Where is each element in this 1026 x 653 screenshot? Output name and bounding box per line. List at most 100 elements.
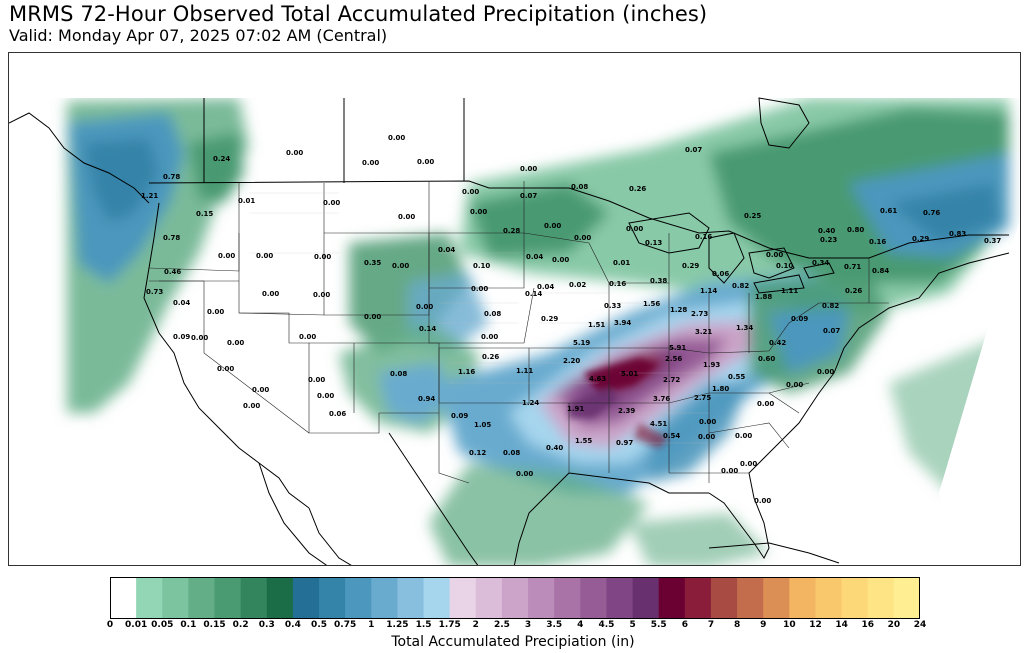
- precip-value: 0.46: [164, 268, 181, 276]
- precip-value: 0.08: [484, 310, 501, 318]
- colorbar-tick-label: 0.5: [311, 620, 328, 630]
- colorbar-swatch: [292, 577, 320, 619]
- precip-value: 3.21: [695, 328, 712, 336]
- precip-value: 0.00: [252, 386, 269, 394]
- precip-value: 1.93: [703, 361, 720, 369]
- precip-value: 0.42: [769, 339, 786, 347]
- colorbar-swatch: [684, 577, 712, 619]
- precip-value: 0.00: [217, 365, 234, 373]
- precip-value: 0.29: [682, 262, 699, 270]
- precip-value: 0.84: [872, 267, 889, 275]
- precip-value: 0.71: [844, 263, 861, 271]
- colorbar-swatch: [763, 577, 790, 619]
- precip-value: 0.00: [286, 149, 303, 157]
- precip-value: 0.02: [569, 281, 586, 289]
- precip-value: 0.40: [546, 444, 563, 452]
- precip-value: 0.00: [398, 213, 415, 221]
- precip-value: 0.55: [728, 373, 745, 381]
- precip-value: 0.04: [526, 253, 543, 261]
- precip-value: 0.00: [417, 158, 434, 166]
- precip-value: 0.13: [645, 239, 662, 247]
- colorbar-tick-label: 1.25: [386, 620, 409, 630]
- precip-value: 1.24: [522, 399, 539, 407]
- colorbar-tick-label: 1.75: [438, 620, 461, 630]
- precipitation-shading: [67, 98, 1009, 565]
- precip-value: 0.00: [392, 262, 409, 270]
- precip-value: 2.75: [694, 394, 711, 402]
- precip-value: 1.05: [474, 421, 491, 429]
- colorbar-tick-label: 20: [887, 620, 901, 630]
- precip-value: 0.06: [712, 270, 729, 278]
- colorbar-tick-label: 0.4: [284, 620, 301, 630]
- precipitation-map: 0.00 0.00 0.00 0.00 0.07 0.24 0.00 0.78 0.08 0.26…: [8, 52, 1021, 566]
- colorbar-tick-label: 0.01: [125, 620, 148, 630]
- precip-value: 1.21: [141, 192, 158, 200]
- colorbar-tick-label: 0.3: [258, 620, 275, 630]
- precip-value: 0.78: [163, 234, 180, 242]
- colorbar-tick-label: 2.5: [493, 620, 510, 630]
- precip-value: 0.00: [740, 460, 757, 468]
- colorbar-tick-label: 8: [733, 620, 741, 630]
- precip-value: 0.00: [470, 208, 487, 216]
- precip-value: 1.56: [643, 300, 660, 308]
- colorbar-swatch: [658, 577, 686, 619]
- colorbar-tick-label: 14: [835, 620, 848, 630]
- colorbar-swatch: [710, 577, 738, 619]
- precip-value: 0.76: [923, 209, 940, 217]
- colorbar-tick-label: 3.5: [546, 620, 563, 630]
- colorbar-swatch: [240, 577, 268, 619]
- colorbar-tick-label: 0.2: [232, 620, 249, 630]
- precip-value: 1.88: [755, 293, 772, 301]
- colorbar-tick-label: 12: [809, 620, 822, 630]
- colorbar-swatch: [606, 577, 634, 619]
- precip-value: 0.82: [822, 302, 839, 310]
- colorbar-swatch: [423, 577, 451, 619]
- precip-value: 0.00: [314, 253, 331, 261]
- precip-value: 2.39: [618, 407, 635, 415]
- precip-value: 0.83: [949, 230, 966, 238]
- precip-value: 0.08: [390, 370, 407, 378]
- precip-value: 0.29: [541, 315, 558, 323]
- precip-value: 0.01: [238, 197, 255, 205]
- precip-value: 0.00: [243, 402, 260, 410]
- colorbar-swatch: [789, 577, 816, 619]
- colorbar-tick-label: 4.5: [598, 620, 615, 630]
- colorbar-tick-label: 10: [783, 620, 796, 630]
- colorbar-swatch: [214, 577, 242, 619]
- precip-value: 4.51: [650, 420, 667, 428]
- precip-value: 0.00: [308, 376, 325, 384]
- precip-value: 0.26: [845, 287, 862, 295]
- precip-value: 0.28: [503, 227, 520, 235]
- precip-value: 0.00: [362, 159, 379, 167]
- precip-value: 0.73: [146, 288, 163, 296]
- colorbar-swatch: [867, 577, 895, 619]
- precip-value: 0.26: [629, 185, 646, 193]
- precip-value: 0.00: [766, 251, 783, 259]
- precip-value: 0.00: [256, 252, 273, 260]
- colorbar-swatch: [632, 577, 660, 619]
- colorbar-swatch: [737, 577, 764, 619]
- precip-value: 0.54: [663, 432, 680, 440]
- colorbar-swatch: [554, 577, 581, 619]
- precip-value: 0.04: [173, 299, 190, 307]
- colorbar-swatch: [136, 577, 163, 619]
- precip-value: 0.38: [650, 277, 667, 285]
- colorbar-tick-label: 24: [913, 620, 927, 630]
- precip-value: 0.00: [552, 256, 569, 264]
- valid-time: Valid: Monday Apr 07, 2025 07:02 AM (Cen…: [9, 26, 388, 45]
- precip-value: 0.00: [786, 381, 803, 389]
- precip-value: 0.40: [818, 227, 835, 235]
- precip-value: 0.01: [613, 259, 630, 267]
- precip-value: 0.00: [462, 188, 479, 196]
- precip-value: 0.00: [227, 339, 244, 347]
- precip-value: 0.14: [525, 290, 542, 298]
- precip-value: 0.34: [812, 259, 829, 267]
- precip-value: 0.00: [299, 333, 316, 341]
- colorbar-swatch: [893, 577, 921, 619]
- precip-value: 0.08: [503, 449, 520, 457]
- precip-value: 1.11: [516, 367, 533, 375]
- colorbar-swatch: [501, 577, 529, 619]
- precip-value: 1.14: [700, 287, 717, 295]
- colorbar-tick-label: 0: [106, 620, 114, 630]
- colorbar-swatch: [449, 577, 477, 619]
